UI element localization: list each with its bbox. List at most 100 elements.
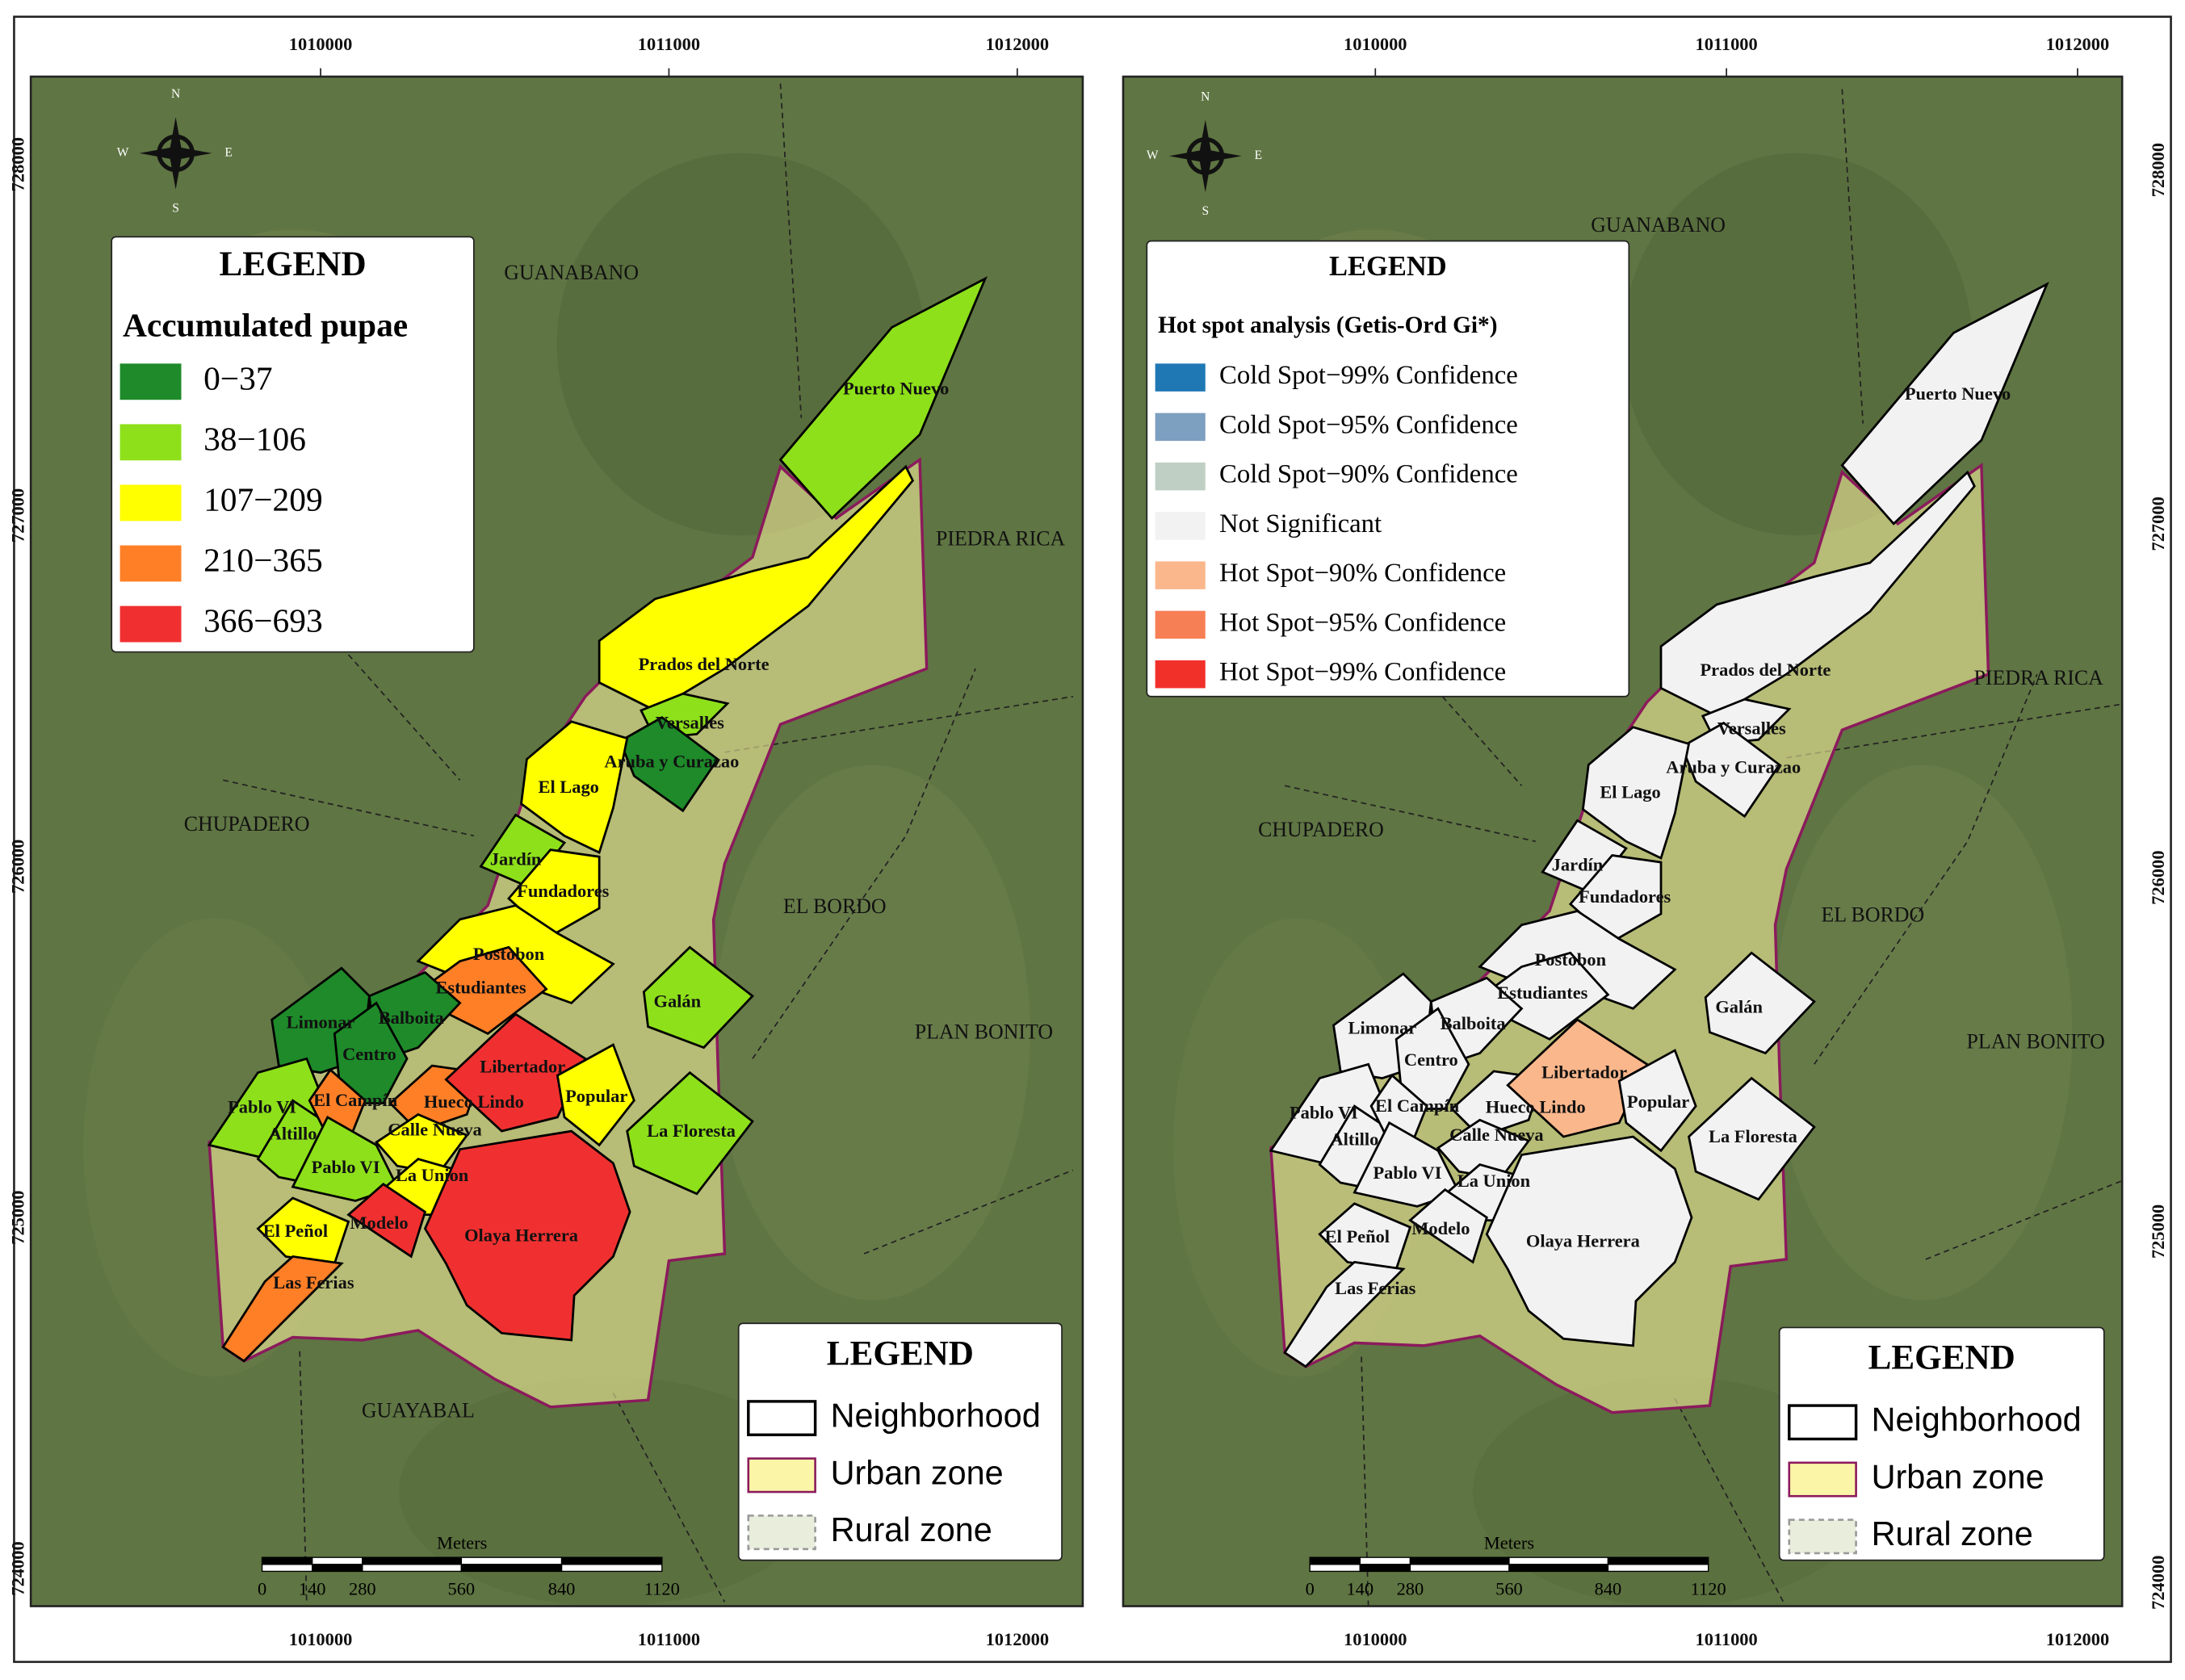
scale-bar-segment bbox=[460, 1564, 563, 1573]
x-coordinate-label: 1010000 bbox=[1344, 1629, 1407, 1649]
legend-swatch bbox=[120, 605, 182, 643]
scale-bar-segment bbox=[1409, 1564, 1510, 1573]
road bbox=[223, 779, 475, 837]
place-label: PIEDRA RICA bbox=[1973, 666, 2103, 689]
legend-swatch bbox=[1155, 610, 1206, 639]
x-coordinate-label: 1011000 bbox=[638, 34, 700, 54]
scale-bar-label: 0 bbox=[258, 1579, 266, 1599]
legend-title: LEGEND bbox=[1329, 251, 1447, 282]
legend-subtitle: Hot spot analysis (Getis-Ord Gi*) bbox=[1158, 312, 1497, 338]
y-coordinate-label: 726000 bbox=[2148, 850, 2168, 904]
road bbox=[1786, 703, 2123, 759]
neighborhood-label: Olaya Herrera bbox=[464, 1225, 578, 1245]
neighborhood-label: Jardín bbox=[1552, 854, 1604, 874]
legend-item-label: Hot Spot−99% Confidence bbox=[1219, 658, 1506, 687]
neighborhood bbox=[642, 945, 755, 1049]
neighborhood-label: Altillo bbox=[1331, 1129, 1379, 1149]
neighborhood-label: El Campín bbox=[1375, 1096, 1460, 1116]
scale-bar-label: 280 bbox=[1397, 1579, 1424, 1599]
road bbox=[724, 695, 1073, 753]
map-frame bbox=[29, 75, 1084, 1607]
legend-swatch bbox=[1155, 660, 1206, 689]
neighborhood bbox=[1318, 1202, 1412, 1271]
y-coordinate-label: 728000 bbox=[2148, 143, 2168, 197]
place-label: CHUPADERO bbox=[1258, 818, 1384, 841]
x-coordinate-label: 1012000 bbox=[2046, 1629, 2109, 1649]
legend-item-label: 0−37 bbox=[203, 359, 272, 396]
scale-bar-segment bbox=[362, 1564, 463, 1573]
map-panel: Puerto Nuevo Prados del Norte Versalles Aru… bbox=[1122, 76, 2123, 1607]
road bbox=[1925, 1179, 2123, 1260]
scale-bar-segment bbox=[362, 1556, 463, 1565]
zone-legend-label: Rural zone bbox=[1872, 1515, 2033, 1552]
neighborhood-label: Puerto Nuevo bbox=[1905, 383, 2011, 404]
compass-letter: N bbox=[171, 87, 180, 101]
neighborhood bbox=[1704, 951, 1816, 1055]
x-coordinate-label: 1011000 bbox=[638, 1629, 700, 1649]
neighborhood-label: Balboita bbox=[1441, 1013, 1506, 1033]
legend-item-label: Cold Spot−99% Confidence bbox=[1219, 361, 1518, 390]
scale-bar-label: 840 bbox=[1595, 1579, 1622, 1599]
neighborhood-label: Aruba y Curazao bbox=[604, 752, 739, 772]
scale-bar-segment bbox=[560, 1564, 663, 1573]
neighborhood-label: Fundadores bbox=[1579, 886, 1671, 907]
x-coordinate-label: 1010000 bbox=[289, 1629, 352, 1649]
y-coordinate-label: 725000 bbox=[7, 1190, 27, 1244]
outer-frame bbox=[13, 15, 2172, 1663]
zone-legend-label: Urban zone bbox=[1872, 1458, 2045, 1495]
neighborhood bbox=[346, 1182, 427, 1259]
x-coordinate-label: 1010000 bbox=[1344, 34, 1407, 54]
neighborhood-label: El Campín bbox=[313, 1090, 398, 1110]
neighborhood bbox=[308, 1068, 367, 1137]
neighborhood-label: Centro bbox=[1404, 1049, 1458, 1070]
legend-swatch bbox=[1155, 462, 1206, 491]
legend-item-label: Cold Spot−90% Confidence bbox=[1219, 460, 1518, 489]
legend-swatch bbox=[1155, 363, 1206, 392]
neighborhood-label: Pablo VI bbox=[312, 1157, 380, 1177]
neighborhood bbox=[626, 1070, 754, 1196]
x-coordinate-label: 1010000 bbox=[289, 34, 352, 54]
neighborhood bbox=[1369, 1074, 1428, 1142]
road bbox=[1284, 785, 1536, 843]
neighborhood bbox=[1617, 1049, 1697, 1153]
legend-swatch bbox=[120, 484, 182, 522]
neighborhood-label: El Peñol bbox=[263, 1221, 328, 1241]
legend-swatch bbox=[1155, 512, 1206, 540]
neighborhood-label: Puerto Nuevo bbox=[843, 378, 949, 398]
scale-bar-label: 560 bbox=[448, 1579, 476, 1599]
scale-bar-label: 560 bbox=[1495, 1579, 1523, 1599]
road bbox=[1814, 673, 2038, 1065]
compass-star bbox=[1168, 119, 1242, 193]
road bbox=[752, 668, 976, 1059]
neighborhood-label: Versalles bbox=[656, 712, 724, 732]
map-frame bbox=[1122, 75, 2124, 1607]
neighborhood bbox=[1581, 726, 1691, 860]
neighborhood bbox=[1659, 470, 1976, 718]
neighborhood-label: Pablo VI bbox=[228, 1097, 296, 1117]
legend-subtitle: Accumulated pupae bbox=[123, 307, 408, 344]
zone-legend-label: Neighborhood bbox=[831, 1397, 1041, 1435]
terrain-patch bbox=[1772, 765, 2073, 1301]
neighborhood-label: Libertador bbox=[480, 1057, 565, 1077]
legend-item-label: Hot Spot−90% Confidence bbox=[1219, 559, 1506, 588]
scale-bar-segment bbox=[1409, 1556, 1510, 1565]
scale-bar-segment bbox=[261, 1564, 313, 1573]
neighborhood-label: Galán bbox=[1715, 996, 1763, 1016]
compass-letter: E bbox=[1255, 149, 1262, 162]
compass-letter: S bbox=[1202, 204, 1209, 218]
neighborhood bbox=[221, 1255, 344, 1363]
neighborhood bbox=[1680, 721, 1781, 819]
neighborhood-label: Limonar bbox=[1348, 1017, 1417, 1037]
neighborhood-label: Hueco Lindo bbox=[424, 1091, 524, 1112]
legend-swatch bbox=[120, 363, 182, 400]
neighborhood-label: Las Ferias bbox=[273, 1272, 354, 1292]
neighborhood-label: Popular bbox=[1627, 1091, 1689, 1112]
scale-bar-segment bbox=[1359, 1564, 1411, 1573]
place-label: PLAN BONITO bbox=[1967, 1029, 2105, 1053]
compass-letter: S bbox=[172, 201, 179, 215]
neighborhood-label: Versalles bbox=[1717, 718, 1786, 738]
scale-bar-segment bbox=[460, 1556, 563, 1565]
zone-legend-label: Rural zone bbox=[831, 1511, 992, 1548]
zone-legend-swatch bbox=[747, 1515, 816, 1551]
neighborhood bbox=[374, 1112, 469, 1175]
